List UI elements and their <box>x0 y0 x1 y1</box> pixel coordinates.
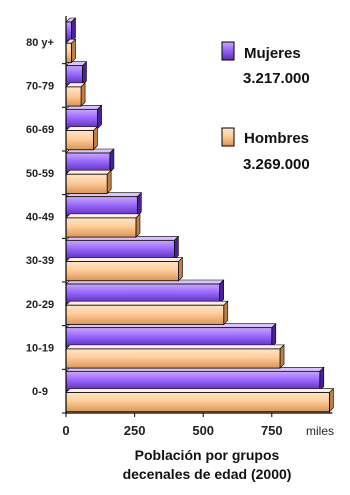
bar-side-hombres-1 <box>279 344 285 369</box>
x-tick-label: 750 <box>261 423 283 438</box>
bar-hombres-10-19 <box>65 348 281 369</box>
bar-side-mujeres-3 <box>174 235 179 261</box>
bar-side-hombres-5 <box>106 169 112 195</box>
bar-hombres-80 y+ <box>65 42 72 63</box>
category-label: 70-79 <box>26 81 54 93</box>
bar-side-mujeres-5 <box>109 148 115 173</box>
category-label: 0-9 <box>32 386 48 398</box>
bar-mujeres-30-39 <box>65 239 175 260</box>
bar-mujeres-60-69 <box>65 108 98 129</box>
bar-side-hombres-3 <box>178 256 183 282</box>
bar-hombres-50-59 <box>65 173 108 194</box>
bar-side-mujeres-0 <box>319 366 325 392</box>
legend-total-mujeres: 3.217.000 <box>243 70 310 87</box>
legend-label-mujeres: Mujeres <box>244 45 301 62</box>
bar-side-hombres-8 <box>71 38 76 64</box>
x-tick-label: 0 <box>62 423 69 438</box>
bar-mujeres-50-59 <box>65 152 111 173</box>
bar-side-mujeres-6 <box>97 104 102 130</box>
bar-top-hombres-3 <box>65 257 184 262</box>
bar-top-hombres-2 <box>65 300 229 306</box>
bar-mujeres-40-49 <box>65 196 138 217</box>
axes-group: 0-9 10-19 20-29 30-39 40-49 50-59 60-69 70-79 80… <box>26 16 334 438</box>
x-axis-title: Población por grupos decenales de edad (2… <box>123 447 292 482</box>
bar-hombres-40-49 <box>65 217 137 238</box>
bar-side-mujeres-8 <box>71 17 76 42</box>
legend: Mujeres 3.217.000 Hombres 3.269.000 <box>221 41 310 173</box>
bars-group <box>65 17 335 413</box>
x-tick-label: 500 <box>192 423 214 438</box>
bar-top-hombres-5 <box>65 169 112 175</box>
category-label: 50-59 <box>26 168 54 180</box>
category-label: 10-19 <box>26 343 54 355</box>
bar-hombres-70-79 <box>65 86 82 107</box>
bar-hombres-20-29 <box>65 304 225 325</box>
bar-mujeres-20-29 <box>65 283 221 304</box>
bar-hombres-60-69 <box>65 130 94 151</box>
bar-hombres-30-39 <box>65 261 179 282</box>
bar-mujeres-10-19 <box>65 327 273 348</box>
category-label: 20-29 <box>26 299 54 311</box>
bar-side-hombres-6 <box>93 125 98 151</box>
bar-side-hombres-0 <box>329 387 334 413</box>
bar-side-mujeres-1 <box>271 322 277 348</box>
bar-mujeres-70-79 <box>65 65 83 86</box>
category-label: 40-49 <box>26 212 54 224</box>
bar-side-mujeres-2 <box>219 279 224 304</box>
category-label: 80 y+ <box>26 37 54 49</box>
bar-side-mujeres-4 <box>137 191 142 217</box>
legend-swatch-hombres <box>221 127 235 147</box>
bar-top-hombres-0 <box>65 388 335 393</box>
bar-hombres-0-9 <box>65 392 330 413</box>
bar-side-hombres-4 <box>135 213 141 238</box>
bar-top-hombres-1 <box>65 344 285 350</box>
bar-side-hombres-2 <box>223 300 229 326</box>
bar-side-hombres-7 <box>80 82 86 107</box>
bar-mujeres-0-9 <box>65 370 321 391</box>
bar-side-mujeres-7 <box>82 60 87 86</box>
x-unit-label: miles <box>306 424 334 438</box>
category-label: 60-69 <box>26 124 54 136</box>
bar-mujeres-80 y+ <box>65 21 72 42</box>
category-label: 30-39 <box>26 255 54 267</box>
x-tick-label: 250 <box>124 423 146 438</box>
legend-total-hombres: 3.269.000 <box>243 156 310 173</box>
legend-swatch-mujeres <box>221 41 235 61</box>
bar-top-hombres-6 <box>65 126 99 131</box>
bar-top-hombres-4 <box>65 213 141 219</box>
legend-label-hombres: Hombres <box>244 130 309 147</box>
